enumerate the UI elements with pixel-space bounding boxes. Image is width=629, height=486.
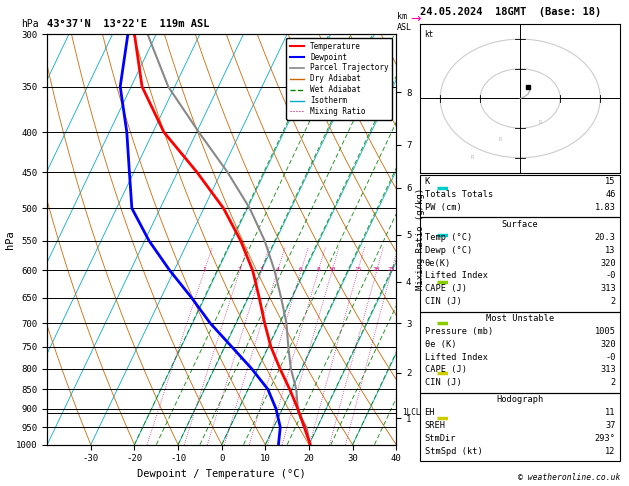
Text: EH: EH [425,408,435,417]
Text: 313: 313 [600,284,616,294]
Text: 6: 6 [299,267,303,272]
Text: →: → [411,13,421,26]
Text: R: R [470,155,474,160]
Text: 11: 11 [605,408,616,417]
X-axis label: Dewpoint / Temperature (°C): Dewpoint / Temperature (°C) [137,469,306,479]
Text: K: K [425,177,430,187]
Text: StmDir: StmDir [425,434,456,443]
Legend: Temperature, Dewpoint, Parcel Trajectory, Dry Adiabat, Wet Adiabat, Isotherm, Mi: Temperature, Dewpoint, Parcel Trajectory… [286,38,392,120]
Text: Surface: Surface [502,220,538,229]
Text: 1005: 1005 [595,327,616,336]
Text: StmSpd (kt): StmSpd (kt) [425,447,482,456]
Text: kt: kt [424,30,433,39]
Text: Most Unstable: Most Unstable [486,314,554,323]
Text: SREH: SREH [425,421,445,430]
Text: -0: -0 [605,271,616,280]
Text: 320: 320 [600,259,616,268]
Text: 8: 8 [316,267,320,272]
Text: Dewp (°C): Dewp (°C) [425,246,472,255]
Text: 12: 12 [605,447,616,456]
Text: 1.83: 1.83 [595,203,616,212]
Text: CAPE (J): CAPE (J) [425,284,467,294]
Text: θe (K): θe (K) [425,340,456,349]
Text: km
ASL: km ASL [397,12,412,32]
Text: 37: 37 [605,421,616,430]
Text: 320: 320 [600,340,616,349]
Text: Temp (°C): Temp (°C) [425,233,472,242]
Text: 24.05.2024  18GMT  (Base: 18): 24.05.2024 18GMT (Base: 18) [420,7,601,17]
Y-axis label: Mixing Ratio (g/kg): Mixing Ratio (g/kg) [416,188,425,291]
Text: 2: 2 [238,267,242,272]
Text: 20.3: 20.3 [595,233,616,242]
Text: Totals Totals: Totals Totals [425,190,493,199]
Text: 15: 15 [354,267,362,272]
Text: CAPE (J): CAPE (J) [425,365,467,375]
Text: 293°: 293° [595,434,616,443]
Text: 1: 1 [202,267,206,272]
Text: R: R [499,138,502,142]
Text: 25: 25 [387,267,395,272]
Text: Lifted Index: Lifted Index [425,353,487,362]
Text: 43°37'N  13°22'E  119m ASL: 43°37'N 13°22'E 119m ASL [47,19,209,29]
Text: PW (cm): PW (cm) [425,203,461,212]
Text: hPa: hPa [21,19,38,29]
Text: θe(K): θe(K) [425,259,451,268]
Text: R: R [538,120,542,124]
Text: 20: 20 [373,267,380,272]
Text: 313: 313 [600,365,616,375]
Text: 2: 2 [611,297,616,306]
Text: 10: 10 [328,267,336,272]
Text: CIN (J): CIN (J) [425,379,461,387]
Text: 15: 15 [605,177,616,187]
Text: 2: 2 [611,379,616,387]
Text: -0: -0 [605,353,616,362]
Text: © weatheronline.co.uk: © weatheronline.co.uk [518,473,620,482]
Text: Hodograph: Hodograph [496,395,544,404]
Text: CIN (J): CIN (J) [425,297,461,306]
Text: 13: 13 [605,246,616,255]
Text: Lifted Index: Lifted Index [425,271,487,280]
Text: 3: 3 [259,267,263,272]
Text: 1LCL: 1LCL [402,408,420,417]
Text: Pressure (mb): Pressure (mb) [425,327,493,336]
Y-axis label: hPa: hPa [4,230,14,249]
Text: 4: 4 [276,267,279,272]
Text: 46: 46 [605,190,616,199]
